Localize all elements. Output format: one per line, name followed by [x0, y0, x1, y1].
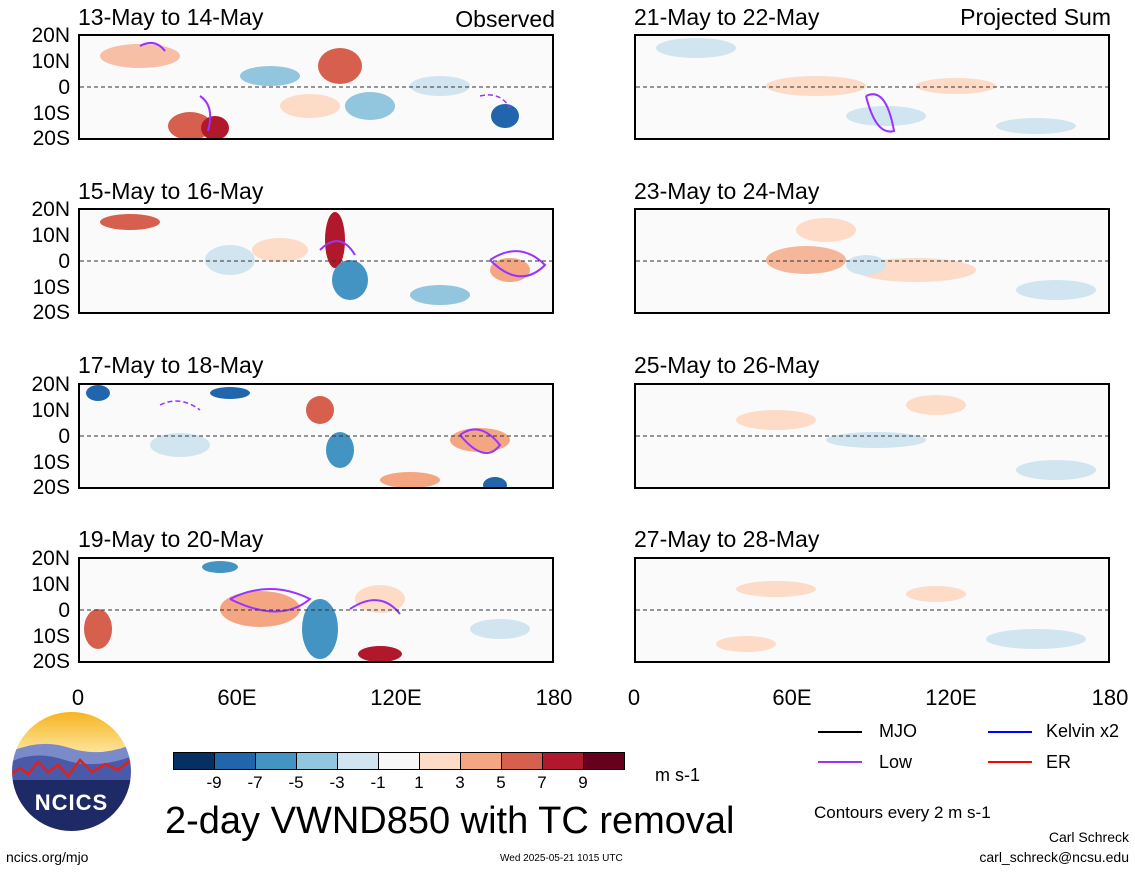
lat-label: 0 [58, 425, 70, 448]
colorbar-tick: -5 [288, 773, 304, 792]
lon-label: 0 [71, 685, 85, 710]
footer-author: Carl Schreck [1048, 829, 1129, 845]
colorbar-tick: 9 [578, 773, 588, 792]
colorbar-swatch [214, 752, 256, 770]
contours-note: Contours every 2 m s-1 [814, 803, 991, 822]
map-panel [78, 34, 554, 140]
logo-text: NCICS [34, 790, 109, 815]
map-panel [78, 208, 554, 314]
lat-label: 20S [32, 127, 70, 150]
lat-label: 20N [31, 547, 70, 570]
lon-label: 180 [535, 685, 573, 710]
panel-title: 17-May to 18-May [78, 352, 264, 378]
lat-label: 10S [32, 451, 70, 474]
colorbar-swatch [583, 752, 625, 770]
map-panel [78, 383, 554, 489]
colorbar-tick: -7 [247, 773, 263, 792]
map-field [636, 581, 1108, 652]
lat-label: 0 [58, 250, 70, 273]
map-field [80, 385, 552, 487]
legend-line-er [988, 761, 1032, 763]
colorbar-swatch [255, 752, 297, 770]
legend-line-low [818, 761, 862, 763]
colorbar-swatch [419, 752, 461, 770]
colorbar-unit: m s-1 [655, 765, 700, 785]
lat-label: 0 [58, 76, 70, 99]
colorbar-tick: 7 [537, 773, 547, 792]
colorbar-tick: -9 [206, 773, 222, 792]
lon-label: 180 [1091, 685, 1129, 710]
main-title: 2-day VWND850 with TC removal [165, 800, 735, 842]
legend-line-mjo [818, 731, 862, 733]
colorbar-tick: -3 [329, 773, 345, 792]
colorbar-swatch [337, 752, 379, 770]
map-panel [78, 557, 554, 663]
map-field [636, 395, 1108, 480]
map-field [80, 41, 552, 138]
lat-label: 20N [31, 24, 70, 47]
lat-label: 10S [32, 102, 70, 125]
lon-label: 60E [217, 685, 257, 710]
lat-label: 20N [31, 373, 70, 396]
colorbar-swatch [173, 752, 215, 770]
legend-line-kelvin [988, 731, 1032, 733]
colorbar-swatch [378, 752, 420, 770]
panel-title: 19-May to 20-May [78, 526, 264, 552]
lat-label: 10N [31, 573, 70, 596]
ncics-logo: NCICS [10, 710, 133, 833]
map-panel [634, 557, 1110, 663]
footer-timestamp: Wed 2025-05-21 1015 UTC [500, 853, 623, 864]
legend-label: MJO [879, 721, 917, 741]
legend-label: ER [1046, 752, 1072, 772]
map-field [636, 218, 1108, 300]
lat-label: 0 [58, 599, 70, 622]
panel-title: 23-May to 24-May [634, 178, 820, 204]
lat-label: 10N [31, 224, 70, 247]
map-field [636, 38, 1108, 134]
colorbar-tick: -1 [370, 773, 386, 792]
legend-label: Kelvin x2 [1046, 721, 1120, 741]
colorbar-swatch [501, 752, 543, 770]
colorbar-swatch [296, 752, 338, 770]
lat-label: 20N [31, 198, 70, 221]
panel-title: 13-May to 14-May [78, 4, 264, 30]
lon-label: 120E [370, 685, 422, 710]
map-panel [634, 208, 1110, 314]
panel-title: 21-May to 22-May [634, 4, 820, 30]
colorbar [173, 752, 625, 770]
lat-label: 20S [32, 301, 70, 324]
observed-label: Observed [455, 6, 555, 32]
map-panel [634, 383, 1110, 489]
projected-sum-label: Projected Sum [960, 4, 1111, 30]
lat-label: 10S [32, 276, 70, 299]
lon-label: 120E [925, 685, 977, 710]
lat-label: 20S [32, 650, 70, 673]
footer-email[interactable]: carl_schreck@ncsu.edu [979, 849, 1129, 865]
footer-url[interactable]: ncics.org/mjo [6, 849, 89, 865]
map-field [80, 561, 552, 661]
panel-title: 27-May to 28-May [634, 526, 820, 552]
lon-label: 0 [627, 685, 641, 710]
colorbar-tick: 3 [455, 773, 465, 792]
lat-label: 10N [31, 50, 70, 73]
colorbar-swatch [460, 752, 502, 770]
map-panel [634, 34, 1110, 140]
panel-title: 15-May to 16-May [78, 178, 264, 204]
panel-title: 25-May to 26-May [634, 352, 820, 378]
lat-label: 10S [32, 625, 70, 648]
lat-label: 20S [32, 476, 70, 499]
colorbar-tick: 5 [496, 773, 506, 792]
ncics-logo-graphic [11, 711, 132, 832]
lon-label: 60E [772, 685, 812, 710]
colorbar-swatch [542, 752, 584, 770]
legend-label: Low [879, 752, 913, 772]
map-field [80, 212, 552, 305]
colorbar-tick: 1 [414, 773, 424, 792]
lat-label: 10N [31, 399, 70, 422]
